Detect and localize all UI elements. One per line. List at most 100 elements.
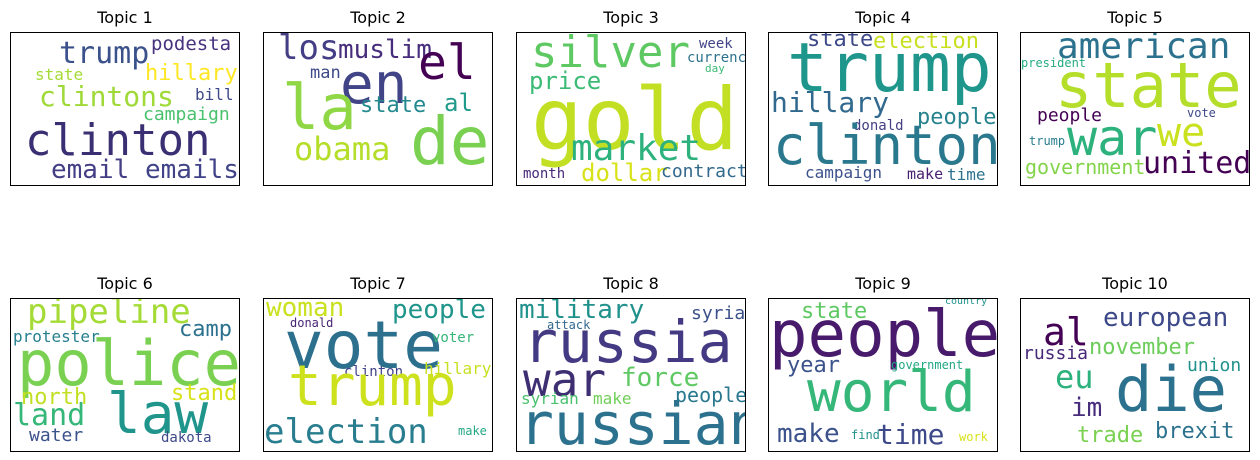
word-cloud: al european russia november eu union die im trad…: [1020, 298, 1250, 452]
cloud-word: podesta: [151, 33, 232, 55]
panel-title: Topic 4: [855, 8, 911, 27]
cloud-word: email: [51, 155, 130, 185]
cloud-word: campaign: [143, 104, 230, 125]
cloud-word: currency: [687, 50, 746, 66]
cloud-word: government: [891, 358, 964, 372]
cloud-word: trump: [288, 354, 457, 419]
word-cloud: military syria attack russia war force syrian m…: [516, 298, 746, 452]
cloud-word: donald: [853, 118, 904, 134]
cloud-word: make: [593, 389, 632, 408]
cloud-word: los: [278, 32, 340, 68]
cloud-word: make: [907, 165, 944, 183]
cloud-word: state: [807, 32, 874, 52]
cloud-word: hillary: [424, 359, 492, 378]
cloud-word: police: [17, 327, 240, 400]
cloud-word: state: [35, 65, 84, 84]
panel-title: Topic 7: [350, 274, 406, 293]
cloud-word: hillary: [771, 86, 890, 119]
cloud-word: al: [444, 89, 473, 117]
cloud-word: month: [523, 166, 566, 182]
word-cloud: american president state people war we vote tru…: [1020, 32, 1250, 186]
cloud-word: president: [1021, 56, 1087, 70]
cloud-word: november: [1089, 335, 1195, 360]
cloud-word: brexit: [1155, 419, 1235, 444]
cloud-word: people: [917, 105, 997, 130]
cloud-word: man: [310, 63, 341, 83]
cloud-word: emails: [145, 155, 239, 185]
cloud-word: la: [282, 71, 357, 144]
cloud-word: war: [523, 353, 607, 407]
cloud-word: election: [264, 412, 428, 452]
cloud-word: clinton: [773, 114, 998, 177]
cloud-word: clinton: [344, 364, 404, 380]
cloud-word: election: [873, 32, 979, 54]
cloud-word: el: [418, 35, 476, 91]
word-cloud: woman people donald vote voter clinton trump hi…: [263, 298, 493, 452]
word-cloud: pipeline camp protester police north stand lan…: [10, 298, 240, 452]
panel-title: Topic 1: [97, 8, 153, 27]
cloud-word: trade: [1077, 423, 1144, 448]
cloud-word: syria: [691, 303, 746, 324]
cloud-word: trump: [1029, 134, 1066, 148]
cloud-word: north: [21, 385, 88, 410]
cloud-word: law: [107, 382, 209, 447]
cloud-word: year: [787, 353, 840, 378]
cloud-word: attack: [547, 318, 591, 332]
cloud-word: european: [1103, 303, 1229, 333]
cloud-word: protester: [13, 327, 100, 346]
cloud-word: land: [13, 398, 86, 433]
cloud-word: make: [458, 424, 487, 438]
cloud-word: dakota: [161, 430, 212, 446]
cloud-word: war: [1067, 109, 1158, 167]
cloud-word: work: [959, 430, 988, 444]
cloud-word: government: [1025, 155, 1146, 179]
cloud-word: water: [29, 425, 84, 446]
cloud-word: eu: [1055, 358, 1094, 396]
cloud-word: trump: [787, 32, 992, 108]
cloud-word: american: [1057, 32, 1231, 67]
cloud-word: die: [1115, 353, 1227, 426]
cloud-word: market: [571, 128, 702, 169]
cloud-word: dollar: [581, 159, 668, 186]
cloud-word: find: [851, 428, 880, 442]
cloud-word: stand: [171, 381, 238, 406]
cloud-word: make: [777, 419, 840, 449]
cloud-word: en: [340, 52, 408, 117]
cloud-word: woman: [266, 298, 345, 323]
cloud-word: russia: [523, 308, 733, 376]
panel-title: Topic 3: [603, 8, 659, 27]
cloud-word: clintons: [39, 80, 174, 113]
cloud-word: union: [1187, 355, 1242, 376]
cloud-word: united: [1143, 146, 1250, 181]
cloud-word: week: [699, 36, 733, 52]
cloud-word: time: [877, 418, 945, 451]
cloud-word: contract: [661, 161, 746, 182]
cloud-word: campaign: [805, 163, 883, 182]
cloud-word: time: [947, 165, 986, 184]
cloud-word: im: [1071, 393, 1103, 423]
cloud-word: world: [807, 360, 976, 425]
cloud-word: we: [1157, 110, 1206, 156]
cloud-word: people: [675, 383, 746, 407]
cloud-word: russia: [1023, 343, 1089, 364]
word-cloud: state election trump hillary donald people cli…: [768, 32, 998, 186]
cloud-word: vote: [284, 307, 443, 384]
cloud-word: gold: [531, 70, 739, 170]
cloud-word: people: [392, 298, 486, 325]
cloud-word: country: [945, 298, 988, 307]
cloud-word: russian: [519, 390, 746, 452]
cloud-word: state: [360, 93, 427, 118]
cloud-word: obama: [294, 130, 391, 168]
cloud-word: voter: [432, 330, 475, 346]
cloud-word: military: [519, 298, 645, 325]
cloud-word: al: [1043, 310, 1089, 354]
cloud-word: donald: [290, 316, 334, 330]
cloud-word: syrian: [521, 389, 579, 408]
panel-title: Topic 8: [603, 274, 659, 293]
panel-title: Topic 2: [350, 8, 406, 27]
panel-title: Topic 9: [855, 274, 911, 293]
cloud-word: state: [801, 299, 868, 324]
cloud-word: day: [705, 62, 725, 75]
cloud-word: trump: [59, 36, 150, 71]
